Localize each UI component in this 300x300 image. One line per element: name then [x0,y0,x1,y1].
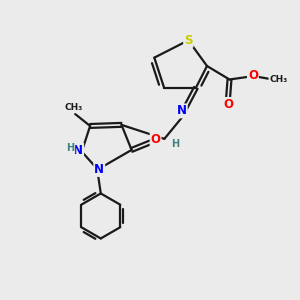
Text: H: H [171,139,179,149]
Text: CH₃: CH₃ [269,75,287,84]
Text: O: O [248,68,258,82]
Text: O: O [223,98,233,111]
Text: N: N [73,144,83,157]
Text: N: N [94,163,104,176]
Text: N: N [177,104,187,117]
Text: S: S [184,34,193,47]
Text: CH₃: CH₃ [64,103,83,112]
Text: O: O [151,133,160,146]
Text: H: H [66,143,74,153]
